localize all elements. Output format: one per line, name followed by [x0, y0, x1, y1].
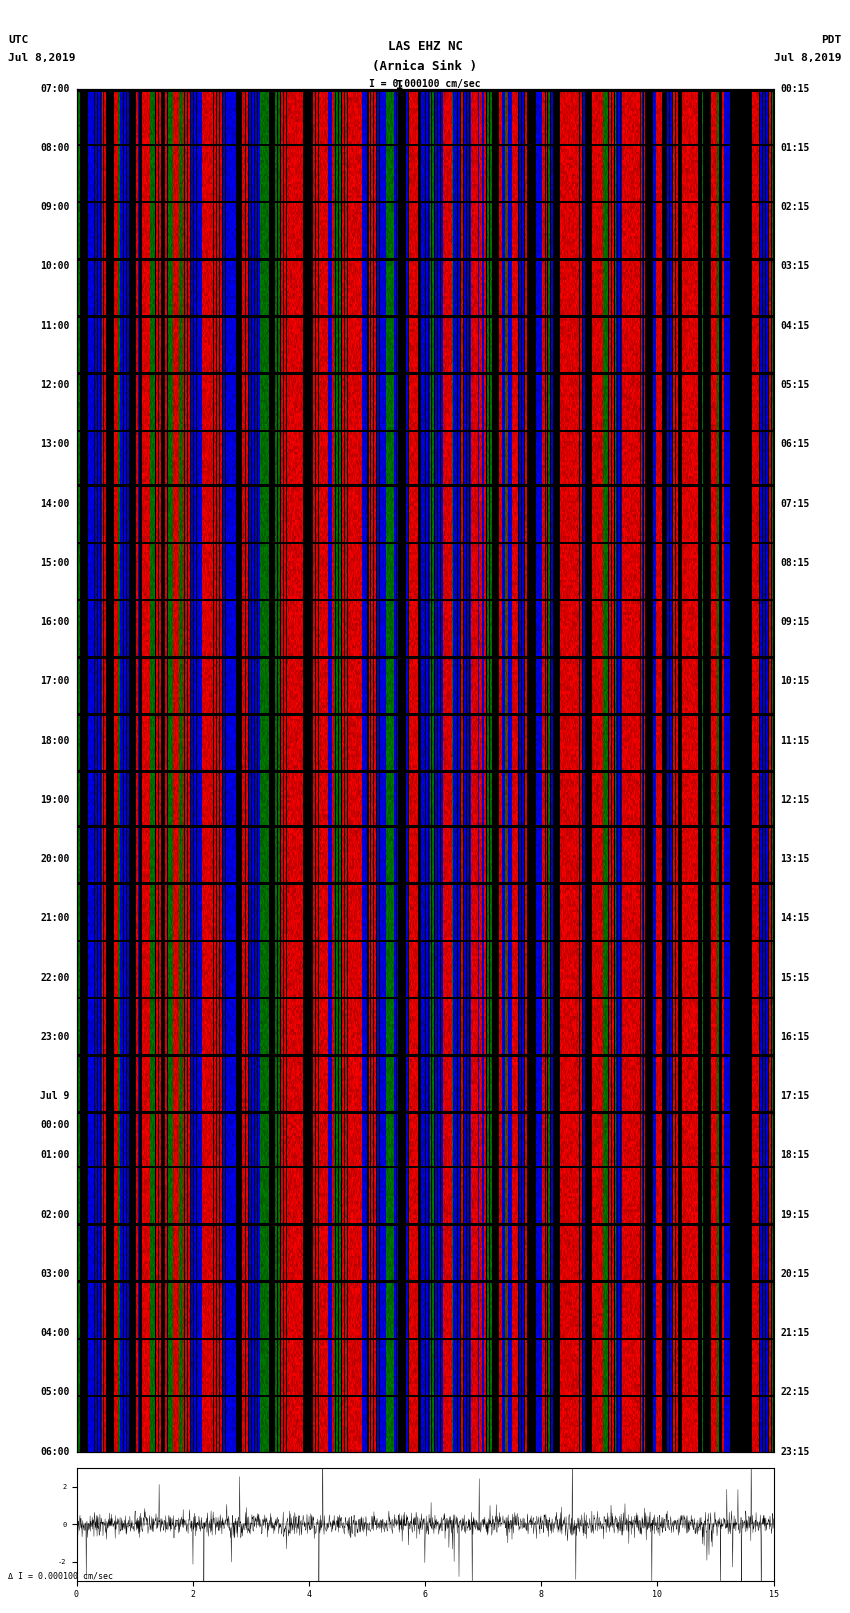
Text: 01:00: 01:00: [40, 1150, 70, 1160]
Text: LAS EHZ NC: LAS EHZ NC: [388, 40, 462, 53]
Text: 19:00: 19:00: [40, 795, 70, 805]
Text: 14:00: 14:00: [40, 498, 70, 508]
Text: 09:15: 09:15: [780, 618, 810, 627]
Text: 12:00: 12:00: [40, 381, 70, 390]
Text: 07:00: 07:00: [40, 84, 70, 94]
Text: 09:00: 09:00: [40, 202, 70, 213]
Text: 06:15: 06:15: [780, 439, 810, 450]
Text: 05:15: 05:15: [780, 381, 810, 390]
Text: 16:15: 16:15: [780, 1032, 810, 1042]
Text: 04:15: 04:15: [780, 321, 810, 331]
Text: (Arnica Sink ): (Arnica Sink ): [372, 60, 478, 73]
Text: 18:15: 18:15: [780, 1150, 810, 1160]
Text: Δ I = 0.000100 cm/sec: Δ I = 0.000100 cm/sec: [8, 1571, 114, 1581]
Text: 17:15: 17:15: [780, 1090, 810, 1102]
Text: 02:15: 02:15: [780, 202, 810, 213]
Text: 11:15: 11:15: [780, 736, 810, 745]
Text: 11:00: 11:00: [40, 321, 70, 331]
Text: Jul 9: Jul 9: [40, 1090, 70, 1102]
Text: PDT: PDT: [821, 35, 842, 45]
Text: 03:00: 03:00: [40, 1269, 70, 1279]
Text: 12:15: 12:15: [780, 795, 810, 805]
Text: 22:15: 22:15: [780, 1387, 810, 1397]
Text: 01:15: 01:15: [780, 144, 810, 153]
Text: 10:15: 10:15: [780, 676, 810, 686]
Text: Jul 8,2019: Jul 8,2019: [8, 53, 76, 63]
Text: 15:15: 15:15: [780, 973, 810, 982]
Text: 10:00: 10:00: [40, 261, 70, 271]
Text: 00:15: 00:15: [780, 84, 810, 94]
Text: Jul 8,2019: Jul 8,2019: [774, 53, 842, 63]
Text: 15:00: 15:00: [40, 558, 70, 568]
Text: UTC: UTC: [8, 35, 29, 45]
Text: I: I: [396, 79, 403, 92]
Text: 04:00: 04:00: [40, 1327, 70, 1339]
Text: 00:00: 00:00: [40, 1119, 70, 1129]
Text: 20:15: 20:15: [780, 1269, 810, 1279]
Text: 08:00: 08:00: [40, 144, 70, 153]
Text: 13:00: 13:00: [40, 439, 70, 450]
Text: 21:15: 21:15: [780, 1327, 810, 1339]
Text: 19:15: 19:15: [780, 1210, 810, 1219]
Text: 03:15: 03:15: [780, 261, 810, 271]
Text: 02:00: 02:00: [40, 1210, 70, 1219]
Text: 21:00: 21:00: [40, 913, 70, 923]
Text: 14:15: 14:15: [780, 913, 810, 923]
Text: 18:00: 18:00: [40, 736, 70, 745]
Text: 22:00: 22:00: [40, 973, 70, 982]
Text: 13:15: 13:15: [780, 855, 810, 865]
Text: 23:00: 23:00: [40, 1032, 70, 1042]
Text: 05:00: 05:00: [40, 1387, 70, 1397]
Text: 23:15: 23:15: [780, 1447, 810, 1457]
Text: I = 0.000100 cm/sec: I = 0.000100 cm/sec: [369, 79, 481, 89]
Text: 07:15: 07:15: [780, 498, 810, 508]
Text: 17:00: 17:00: [40, 676, 70, 686]
Text: 06:00: 06:00: [40, 1447, 70, 1457]
Text: 20:00: 20:00: [40, 855, 70, 865]
Text: 16:00: 16:00: [40, 618, 70, 627]
Text: 08:15: 08:15: [780, 558, 810, 568]
